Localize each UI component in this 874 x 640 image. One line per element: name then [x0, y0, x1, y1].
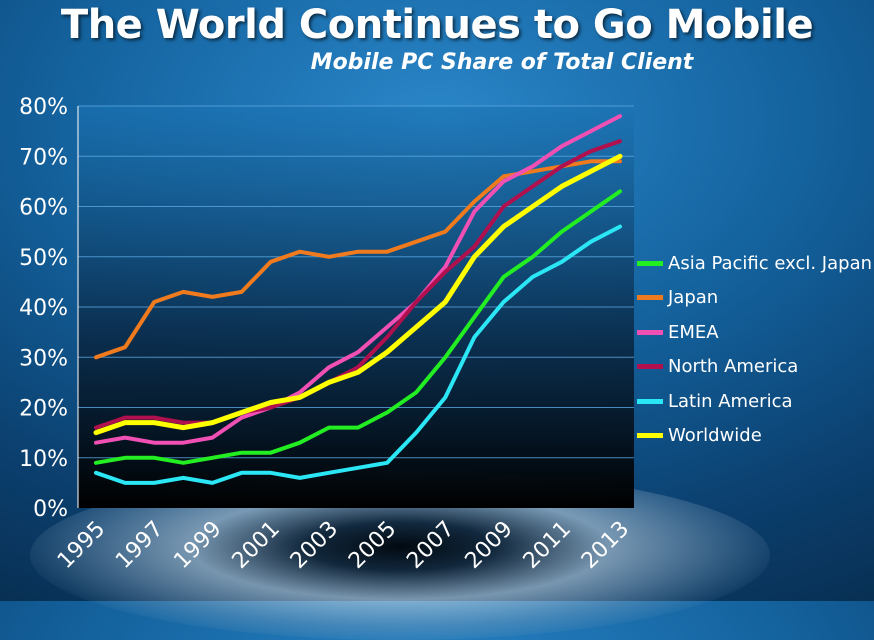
series-line-worldwide	[93, 153, 623, 436]
legend-swatch	[637, 329, 663, 335]
legend-item: Japan	[637, 281, 872, 316]
x-tick-label: 2011	[519, 517, 576, 574]
x-tick-label: 2005	[344, 517, 401, 574]
gridlines	[78, 105, 634, 459]
x-tick-label: 2007	[402, 517, 459, 574]
series-line-emea	[94, 114, 622, 445]
y-tick-label: 30%	[19, 346, 68, 371]
x-tick-label: 1999	[169, 517, 226, 574]
y-tick-label: 80%	[19, 95, 68, 120]
legend-item: EMEA	[637, 315, 872, 350]
y-tick-label: 60%	[19, 196, 68, 221]
page-title: The World Continues to Go Mobile	[60, 2, 814, 48]
y-tick-label: 20%	[19, 397, 68, 422]
x-tick-label: 2001	[228, 517, 285, 574]
y-tick-label: 70%	[19, 145, 68, 170]
legend-item: North America	[637, 350, 872, 385]
legend-item: Latin America	[637, 384, 872, 419]
legend-label: Japan	[668, 287, 719, 309]
series-line-north-america	[94, 139, 622, 430]
y-tick-label: 40%	[19, 296, 68, 321]
legend-swatch	[637, 260, 663, 266]
legend-label: Worldwide	[668, 425, 762, 447]
x-tick-label: 1995	[53, 517, 110, 574]
y-tick-label: 50%	[19, 246, 68, 271]
chart-subtitle: Mobile PC Share of Total Client	[310, 50, 694, 75]
x-tick-label: 1997	[111, 517, 168, 574]
legend-label: North America	[668, 356, 799, 378]
x-axis-ticks: 1995 1997 1999 2001 2003 2005 2007 2009 2011 2013	[53, 517, 634, 574]
series-line-japan	[94, 159, 622, 360]
x-tick-label: 2009	[461, 517, 518, 574]
legend-label: Latin America	[668, 390, 793, 412]
legend-swatch	[637, 364, 663, 370]
y-tick-label: 0%	[33, 497, 68, 522]
x-tick-label: 2003	[286, 517, 343, 574]
legend-swatch	[637, 398, 663, 404]
legend-item: Asia Pacific excl. Japan	[637, 246, 872, 281]
series-line-asia-pacific-excl-japan	[94, 189, 622, 465]
legend-swatch	[637, 295, 663, 301]
series-line-latin-america	[94, 224, 622, 485]
x-tick-label: 2013	[577, 517, 634, 574]
legend: Asia Pacific excl. Japan Japan EMEA North A…	[637, 246, 872, 453]
y-axis-ticks: 0% 10% 20% 30% 40% 50% 60% 70% 80%	[19, 95, 68, 522]
legend-swatch	[637, 433, 663, 439]
series-lines	[93, 114, 623, 485]
legend-label: EMEA	[668, 321, 719, 343]
legend-label: Asia Pacific excl. Japan	[668, 252, 873, 274]
line-chart: 0%10%20%30%40%50%60%70%80% 1995 1997 1999 2…	[19, 95, 634, 574]
y-tick-label: 10%	[19, 447, 68, 472]
legend-item: Worldwide	[637, 419, 872, 454]
